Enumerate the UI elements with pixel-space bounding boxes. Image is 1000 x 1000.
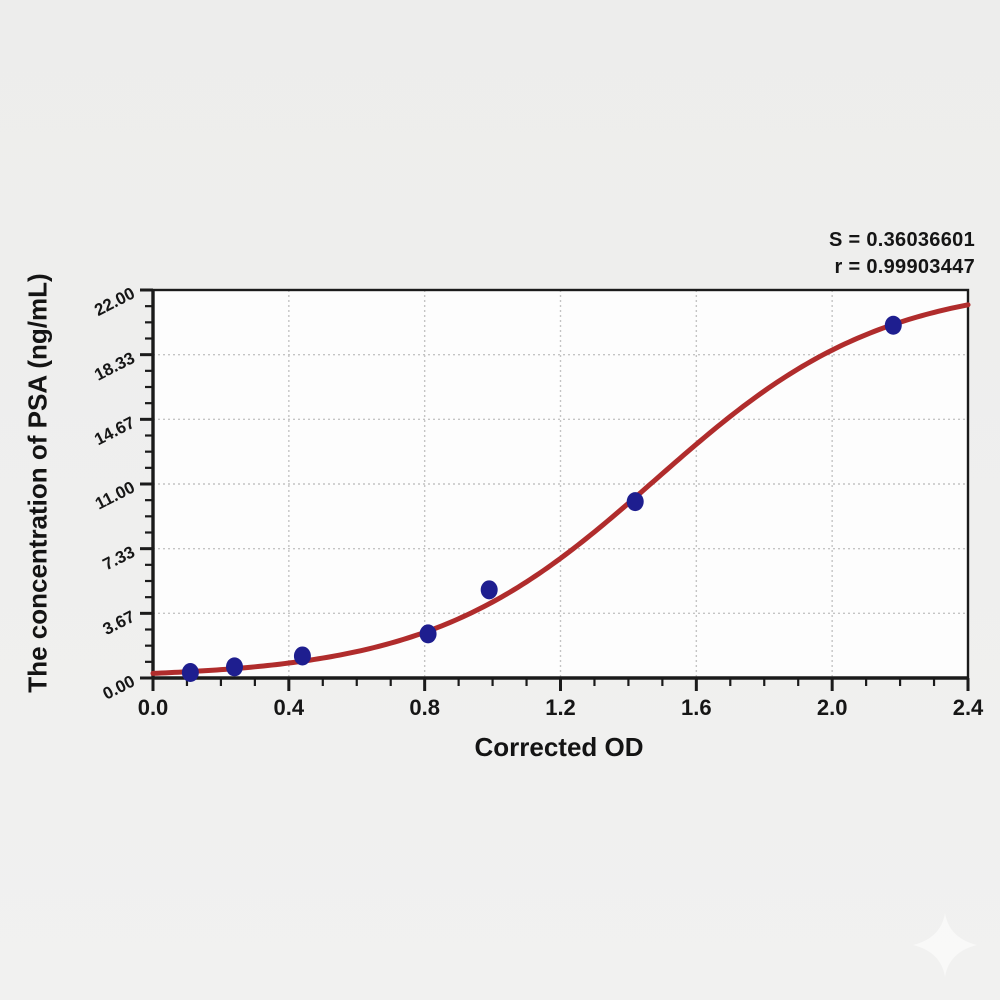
data-point	[626, 492, 644, 512]
x-tick-label: 1.6	[681, 695, 712, 720]
x-tick-label: 2.4	[953, 695, 984, 720]
y-tick-label: 11.00	[92, 478, 138, 514]
y-tick-label: 7.33	[100, 542, 138, 574]
x-tick-label: 2.0	[817, 695, 848, 720]
fit-curve	[150, 302, 971, 676]
fit-statistics: S = 0.36036601 r = 0.99903447	[829, 227, 975, 281]
data-point	[293, 646, 311, 666]
y-tick-label: 0.00	[100, 672, 138, 704]
x-axis-title: Corrected OD	[474, 732, 644, 762]
y-tick-label: 14.67	[91, 413, 138, 449]
data-point	[884, 315, 902, 335]
data-point	[480, 580, 498, 600]
x-tick-label: 0.8	[409, 695, 440, 720]
x-tick-label: 0.4	[274, 695, 305, 720]
y-tick-label: 3.67	[100, 607, 138, 639]
sparkle-star-icon	[913, 913, 977, 977]
fit-s-value: S = 0.36036601	[829, 229, 975, 251]
data-point	[181, 663, 199, 683]
x-tick-label: 1.2	[545, 695, 576, 720]
data-point	[226, 657, 243, 677]
y-tick-label: 18.33	[91, 348, 138, 384]
plot-area	[153, 290, 968, 678]
x-tick-label: 0.0	[138, 695, 169, 720]
data-point	[419, 624, 437, 644]
y-tick-label: 22.00	[91, 284, 138, 320]
fit-r-value: r = 0.99903447	[834, 256, 975, 278]
